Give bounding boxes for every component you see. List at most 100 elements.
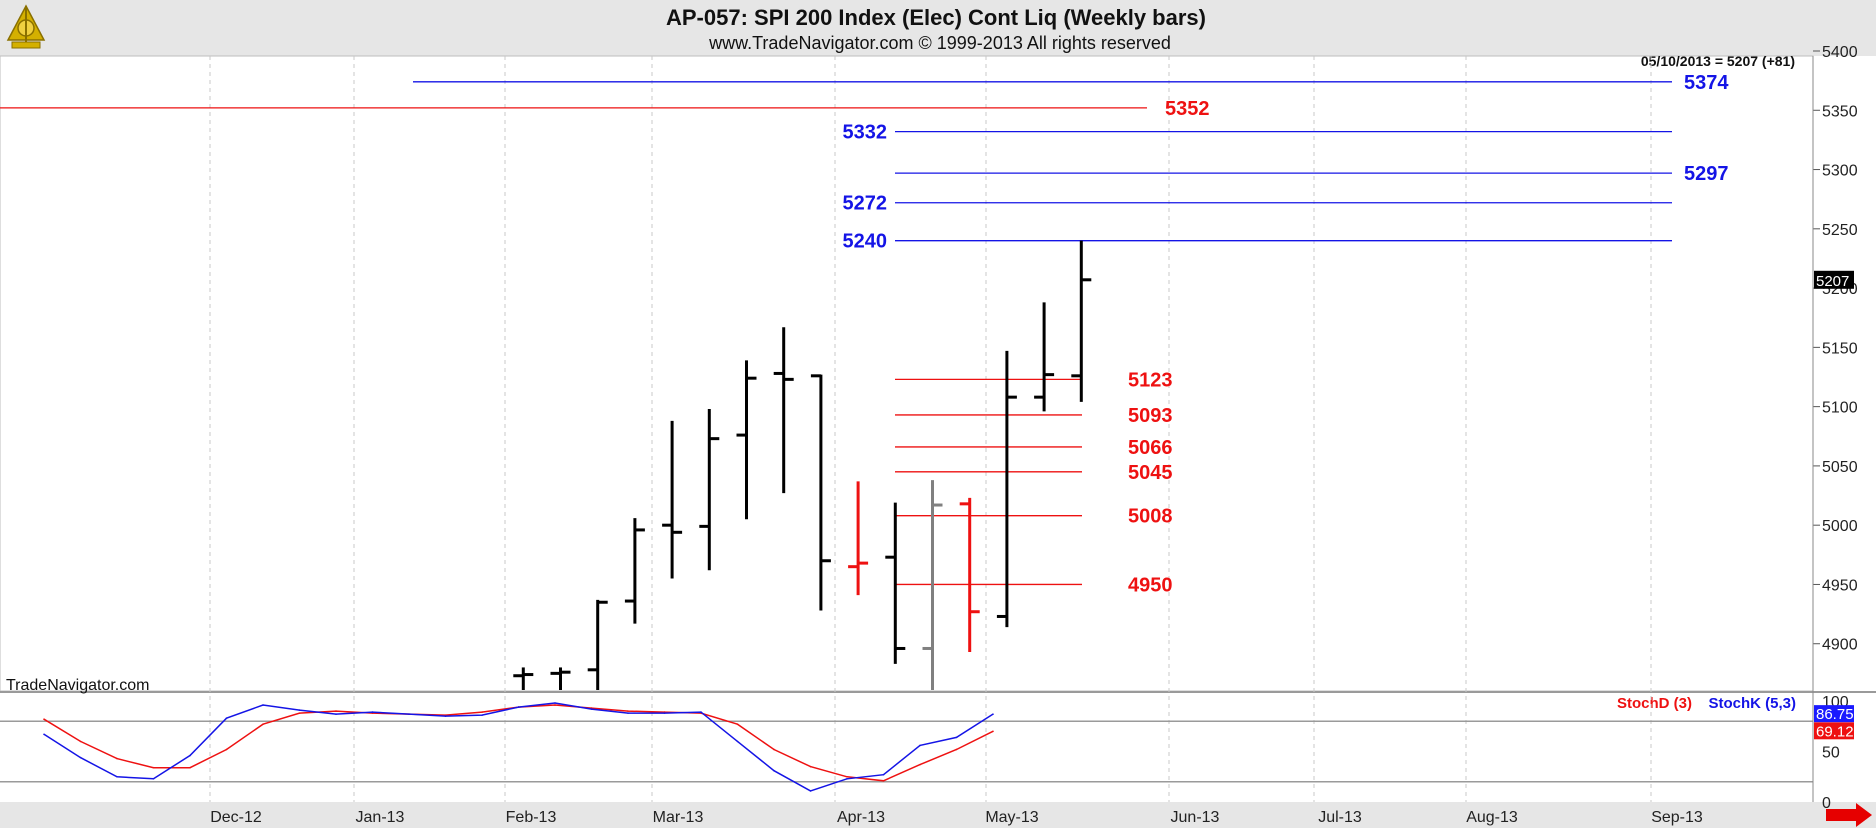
series-point [43, 733, 45, 736]
stoch-value-tag-label: 86.75 [1816, 706, 1854, 723]
y-tick-label: 5400 [1822, 44, 1858, 61]
x-tick-label: Aug-13 [1466, 809, 1518, 826]
y-tick-label: 5150 [1822, 340, 1858, 357]
y-tick-label: 5300 [1822, 163, 1858, 180]
level-label-5093: 5093 [1128, 405, 1173, 427]
axes: Dec-12 Jan-13 Feb-13 Mar-13 Apr-13 May-13 Jun-… [210, 44, 1857, 826]
x-tick-label: Jul-13 [1318, 809, 1362, 826]
series-point [335, 710, 337, 712]
stoch-tick-label: 0 [1822, 795, 1831, 812]
chart-subtitle: www.TradeNavigator.com © 1999-2013 All r… [708, 33, 1171, 53]
series-point [481, 711, 483, 713]
watermark: TradeNavigator.com [6, 677, 149, 694]
series-point [919, 744, 921, 747]
last-price-tag-label: 5207 [1816, 273, 1849, 290]
series-point [846, 777, 848, 780]
x-tick-label: Jan-13 [356, 809, 405, 826]
series-point [116, 757, 118, 760]
series-point [992, 713, 994, 715]
series-point [79, 756, 82, 759]
level-label-5332: 5332 [843, 122, 888, 144]
stoch-value-tag [1814, 705, 1854, 723]
stoch-value-tag-label: 69.12 [1816, 723, 1854, 740]
series-point [517, 706, 520, 708]
stoch-value-tag [1814, 722, 1854, 740]
series-point [371, 711, 374, 713]
trade-navigator-logo [6, 4, 46, 49]
series-point [152, 777, 155, 780]
series-point [992, 730, 994, 733]
stochk-legend: StochK (5,3) [1708, 695, 1796, 712]
series-point [335, 713, 337, 715]
level-label-5240: 5240 [843, 231, 888, 253]
last-price-tag [1814, 270, 1854, 289]
series-point [444, 715, 447, 717]
series-point [298, 712, 301, 714]
bottom-axis-band [0, 802, 1876, 828]
scroll-right-arrow-icon[interactable] [1826, 803, 1872, 827]
series-point [736, 740, 739, 743]
series-point [189, 754, 191, 757]
level-label-5045: 5045 [1128, 462, 1173, 484]
price-levels: 5374 5352 5332 5297 5272 5240 5123 5093 5066 5045… [0, 72, 1729, 596]
series-point [225, 748, 228, 751]
series-point [736, 723, 739, 726]
chart-title: AP-057: SPI 200 Index (Elec) Cont Liq (W… [666, 5, 1206, 30]
series-point [298, 709, 301, 711]
stoch-panel-bg [0, 693, 1813, 802]
x-tick-label: Apr-13 [837, 809, 885, 826]
y-tick-label: 4950 [1822, 577, 1858, 594]
series-point [627, 710, 629, 712]
level-label-5066: 5066 [1128, 437, 1173, 459]
series-point [809, 765, 812, 768]
level-label-5374: 5374 [1684, 72, 1729, 94]
header-band [0, 0, 1876, 56]
series-point [79, 740, 82, 743]
plot-frame [0, 55, 1814, 692]
series-point [554, 702, 556, 704]
right-axis-band [1813, 56, 1876, 691]
series-point [773, 748, 775, 751]
level-label-4950: 4950 [1128, 574, 1173, 596]
series-point [700, 711, 702, 713]
series-point [481, 714, 483, 716]
stoch-tick-label: 50 [1822, 745, 1840, 762]
series-point [262, 704, 264, 706]
stochastic-lines [43, 702, 994, 792]
series-point [408, 713, 410, 715]
level-label-5272: 5272 [843, 193, 888, 215]
grid [0, 56, 1813, 802]
series-point [225, 717, 228, 719]
y-tick-label: 5100 [1822, 400, 1858, 417]
series-point [846, 775, 848, 778]
series-point [262, 723, 264, 726]
series-point [43, 718, 45, 720]
series-point [116, 775, 118, 778]
series-point [955, 748, 958, 751]
series-point [882, 779, 885, 782]
series-point [882, 773, 885, 776]
y-tick-label: 5050 [1822, 459, 1858, 476]
series-point [152, 766, 155, 769]
stochd-legend: StochD (3) [1617, 695, 1692, 712]
x-tick-label: May-13 [985, 809, 1038, 826]
level-label-5008: 5008 [1128, 506, 1173, 528]
last-value-readout: 05/10/2013 = 5207 (+81) [1641, 53, 1795, 69]
level-label-5123: 5123 [1128, 369, 1173, 391]
series-point [773, 769, 775, 772]
x-tick-label: Mar-13 [653, 809, 704, 826]
y-tick-label: 5000 [1822, 518, 1858, 535]
series-point [809, 790, 812, 792]
level-label-5297: 5297 [1684, 163, 1729, 185]
x-tick-label: Sep-13 [1651, 809, 1703, 826]
x-tick-label: Dec-12 [210, 809, 262, 826]
x-tick-label: Jun-13 [1171, 809, 1220, 826]
ohlc-bars [513, 240, 1092, 690]
y-tick-label: 5350 [1822, 103, 1858, 120]
series-point [955, 736, 958, 739]
series-point [590, 708, 593, 710]
series-point [554, 704, 556, 706]
series-point [627, 712, 629, 714]
series-point [663, 712, 666, 714]
